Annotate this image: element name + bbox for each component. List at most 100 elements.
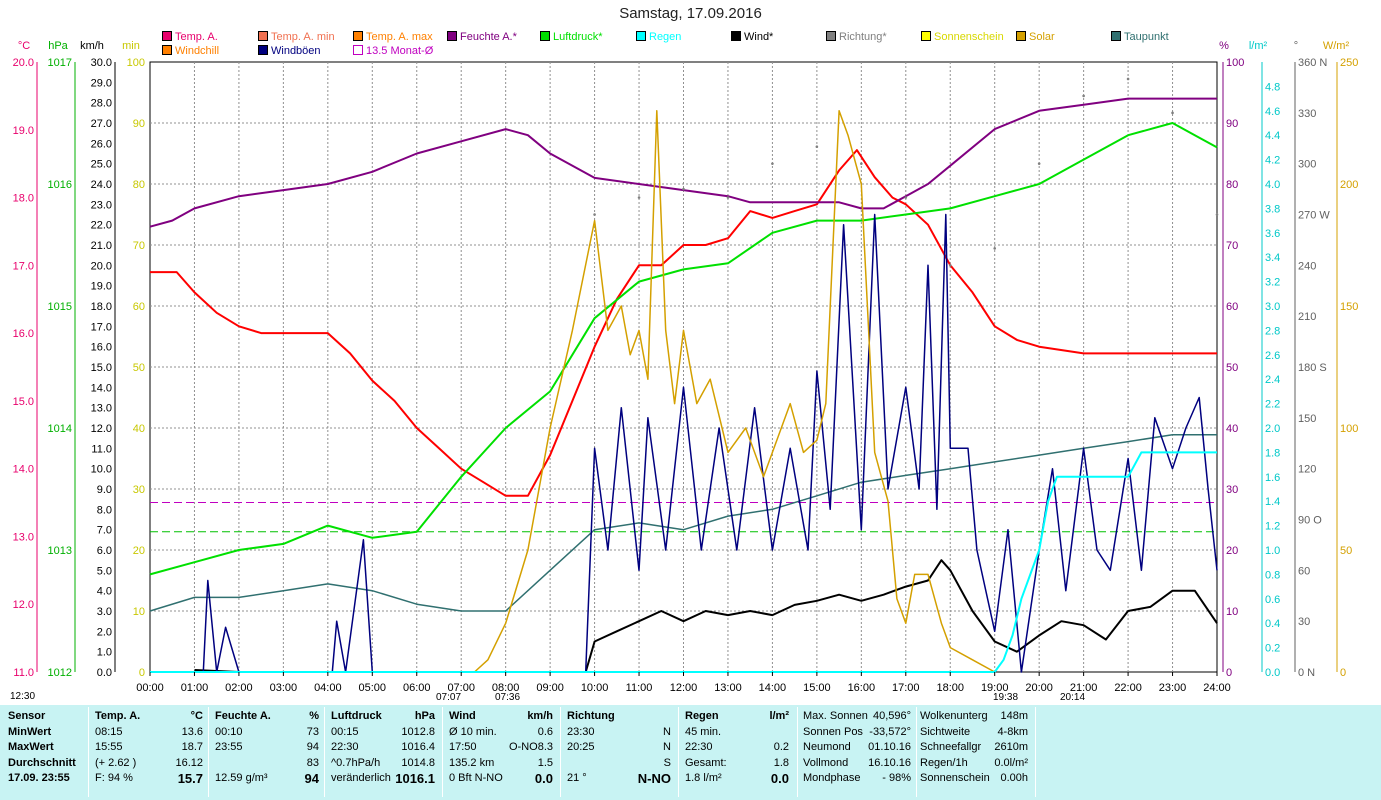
rain_lm2-tick-label: 4.4 xyxy=(1265,130,1280,142)
humidity_pct-tick-label: 30 xyxy=(1226,484,1238,496)
legend-label: Temp. A. xyxy=(175,31,218,43)
humidity_pct-tick-label: 20 xyxy=(1226,545,1238,557)
humidity_pct-tick-label: 70 xyxy=(1226,240,1238,252)
rain_lm2-tick-label: 2.6 xyxy=(1265,350,1280,362)
sun_min-tick-label: 30 xyxy=(133,484,145,496)
legend-swatch xyxy=(447,31,457,41)
legend-swatch xyxy=(826,31,836,41)
rain_lm2-tick-label: 2.2 xyxy=(1265,399,1280,411)
x-tick-label: 05:00 xyxy=(359,682,387,694)
rain_lm2-tick-label: 1.6 xyxy=(1265,472,1280,484)
wind_kmh-tick-label: 29.0 xyxy=(91,77,112,89)
direction-point xyxy=(1082,94,1085,98)
wind_kmh-tick-label: 11.0 xyxy=(91,443,112,455)
x-tick-label: 08:00 xyxy=(492,682,520,694)
humidity_pct-tick-label: 80 xyxy=(1226,179,1238,191)
legend-swatch xyxy=(921,31,931,41)
x-tick-label: 06:00 xyxy=(403,682,431,694)
legend-swatch xyxy=(731,31,741,41)
rain_lm2-tick-label: 4.6 xyxy=(1265,106,1280,118)
sun_min-tick-label: 40 xyxy=(133,423,145,435)
direction_deg-tick-label: 0 N xyxy=(1298,667,1315,679)
rain_lm2-tick-label: 3.6 xyxy=(1265,228,1280,240)
x-tick-label: 16:00 xyxy=(848,682,876,694)
wind_kmh-tick-label: 19.0 xyxy=(91,281,112,293)
solar_wm2-unit-label: W/m² xyxy=(1323,40,1350,52)
temp_c-tick-label: 16.0 xyxy=(13,328,34,340)
legend-label: Windchill xyxy=(175,45,220,57)
wind_kmh-tick-label: 24.0 xyxy=(91,179,112,191)
direction-point xyxy=(682,187,685,191)
series-regen xyxy=(150,451,1217,673)
wind_kmh-tick-label: 0.0 xyxy=(97,667,112,679)
wind_kmh-tick-label: 20.0 xyxy=(91,260,112,272)
sunrise-time-b: 07:36 xyxy=(495,692,521,703)
legend-item: Temp. A. min xyxy=(258,31,335,43)
direction_deg-tick-label: 300 xyxy=(1298,159,1316,171)
series-feuchte-a xyxy=(149,97,1217,228)
direction_deg-tick-label: 360 N xyxy=(1298,57,1327,69)
temp_c-tick-label: 18.0 xyxy=(13,193,34,205)
solar_wm2-tick-label: 0 xyxy=(1340,667,1346,679)
legend-label: Windböen xyxy=(271,45,321,57)
sun_min-tick-label: 20 xyxy=(133,545,145,557)
weather-chart: 20.0 19.0 18.0 17.0 16.0 15.0 14.0 13.0 12.0 11.0… xyxy=(13,40,1359,694)
humidity_pct-tick-label: 0 xyxy=(1226,667,1232,679)
direction_deg-unit-label: ° xyxy=(1294,40,1298,52)
solar_wm2-tick-label: 200 xyxy=(1340,179,1358,191)
direction-point xyxy=(904,196,908,199)
legend-swatch xyxy=(258,45,268,55)
legend-label: Temp. A. max xyxy=(366,31,433,43)
direction_deg-tick-label: 60 xyxy=(1298,565,1310,577)
wind_kmh-tick-label: 10.0 xyxy=(91,464,112,476)
rain_lm2-tick-label: 3.2 xyxy=(1265,277,1280,289)
direction-point xyxy=(860,162,863,165)
legend-label: Luftdruck* xyxy=(553,31,603,43)
wind_kmh-unit-label: km/h xyxy=(80,40,104,52)
series-wind xyxy=(194,559,1218,673)
legend-swatch xyxy=(258,31,268,41)
x-tick-label: 20:00 xyxy=(1025,682,1053,694)
wind_kmh-tick-label: 13.0 xyxy=(91,403,112,415)
temp-column: Temp. A. °C 08:15 13.6 15:55 18.7 (+ 2.62 )… xyxy=(95,710,203,786)
x-tick-label: 02:00 xyxy=(225,682,253,694)
misc-column: Wolkenunterg 148m Sichtweite 4-8km Schneef… xyxy=(920,710,1028,784)
rain_lm2-unit-label: l/m² xyxy=(1249,40,1268,52)
direction-point xyxy=(1171,111,1174,115)
series-temp-a xyxy=(150,149,1217,497)
x-tick-label: 22:00 xyxy=(1114,682,1142,694)
wind_kmh-tick-label: 8.0 xyxy=(97,504,112,516)
rain-column: Regen l/m² 45 min. 22:30 0.2 Gesamt: 1.8 1.… xyxy=(685,710,789,786)
x-tick-label: 19:00 xyxy=(981,682,1009,694)
direction_deg-tick-label: 30 xyxy=(1298,616,1310,628)
legend-item: Richtung* xyxy=(826,31,887,43)
pressure-column: Luftdruck hPa 00:15 1012.8 22:30 1016.4 ^0.… xyxy=(331,710,435,786)
wind_kmh-tick-label: 15.0 xyxy=(91,362,112,374)
zoom-time: 12:30 xyxy=(10,691,36,702)
legend-item: Sonnenschein xyxy=(921,31,1004,43)
legend-swatch xyxy=(1016,31,1026,41)
wind_kmh-tick-label: 7.0 xyxy=(97,525,112,537)
legend-item: Feuchte A.* xyxy=(447,31,517,43)
x-tick-label: 01:00 xyxy=(181,682,209,694)
pressure_hpa-tick-label: 1015 xyxy=(48,301,72,313)
sunrise-time-a: 07:07 xyxy=(436,692,462,703)
wind_kmh-tick-label: 28.0 xyxy=(91,98,112,110)
x-tick-label: 21:00 xyxy=(1070,682,1098,694)
rain_lm2-tick-label: 3.4 xyxy=(1265,252,1280,264)
direction_deg-tick-label: 150 xyxy=(1298,413,1316,425)
legend-item: Windchill xyxy=(162,45,219,57)
legend-swatch xyxy=(162,31,172,41)
rain_lm2-tick-label: 4.8 xyxy=(1265,81,1280,93)
humidity_pct-tick-label: 10 xyxy=(1226,606,1238,618)
rain_lm2-tick-label: 3.8 xyxy=(1265,203,1280,215)
rain_lm2-tick-label: 0.6 xyxy=(1265,594,1280,606)
wind_kmh-tick-label: 1.0 xyxy=(97,647,112,659)
legend-label: Sonnenschein xyxy=(934,31,1004,43)
humidity_pct-tick-label: 100 xyxy=(1226,57,1244,69)
direction-point xyxy=(771,162,774,165)
legend-label: Feuchte A.* xyxy=(460,31,517,43)
x-tick-label: 14:00 xyxy=(759,682,787,694)
rain_lm2-tick-label: 4.2 xyxy=(1265,155,1280,167)
sun_min-tick-label: 50 xyxy=(133,362,145,374)
